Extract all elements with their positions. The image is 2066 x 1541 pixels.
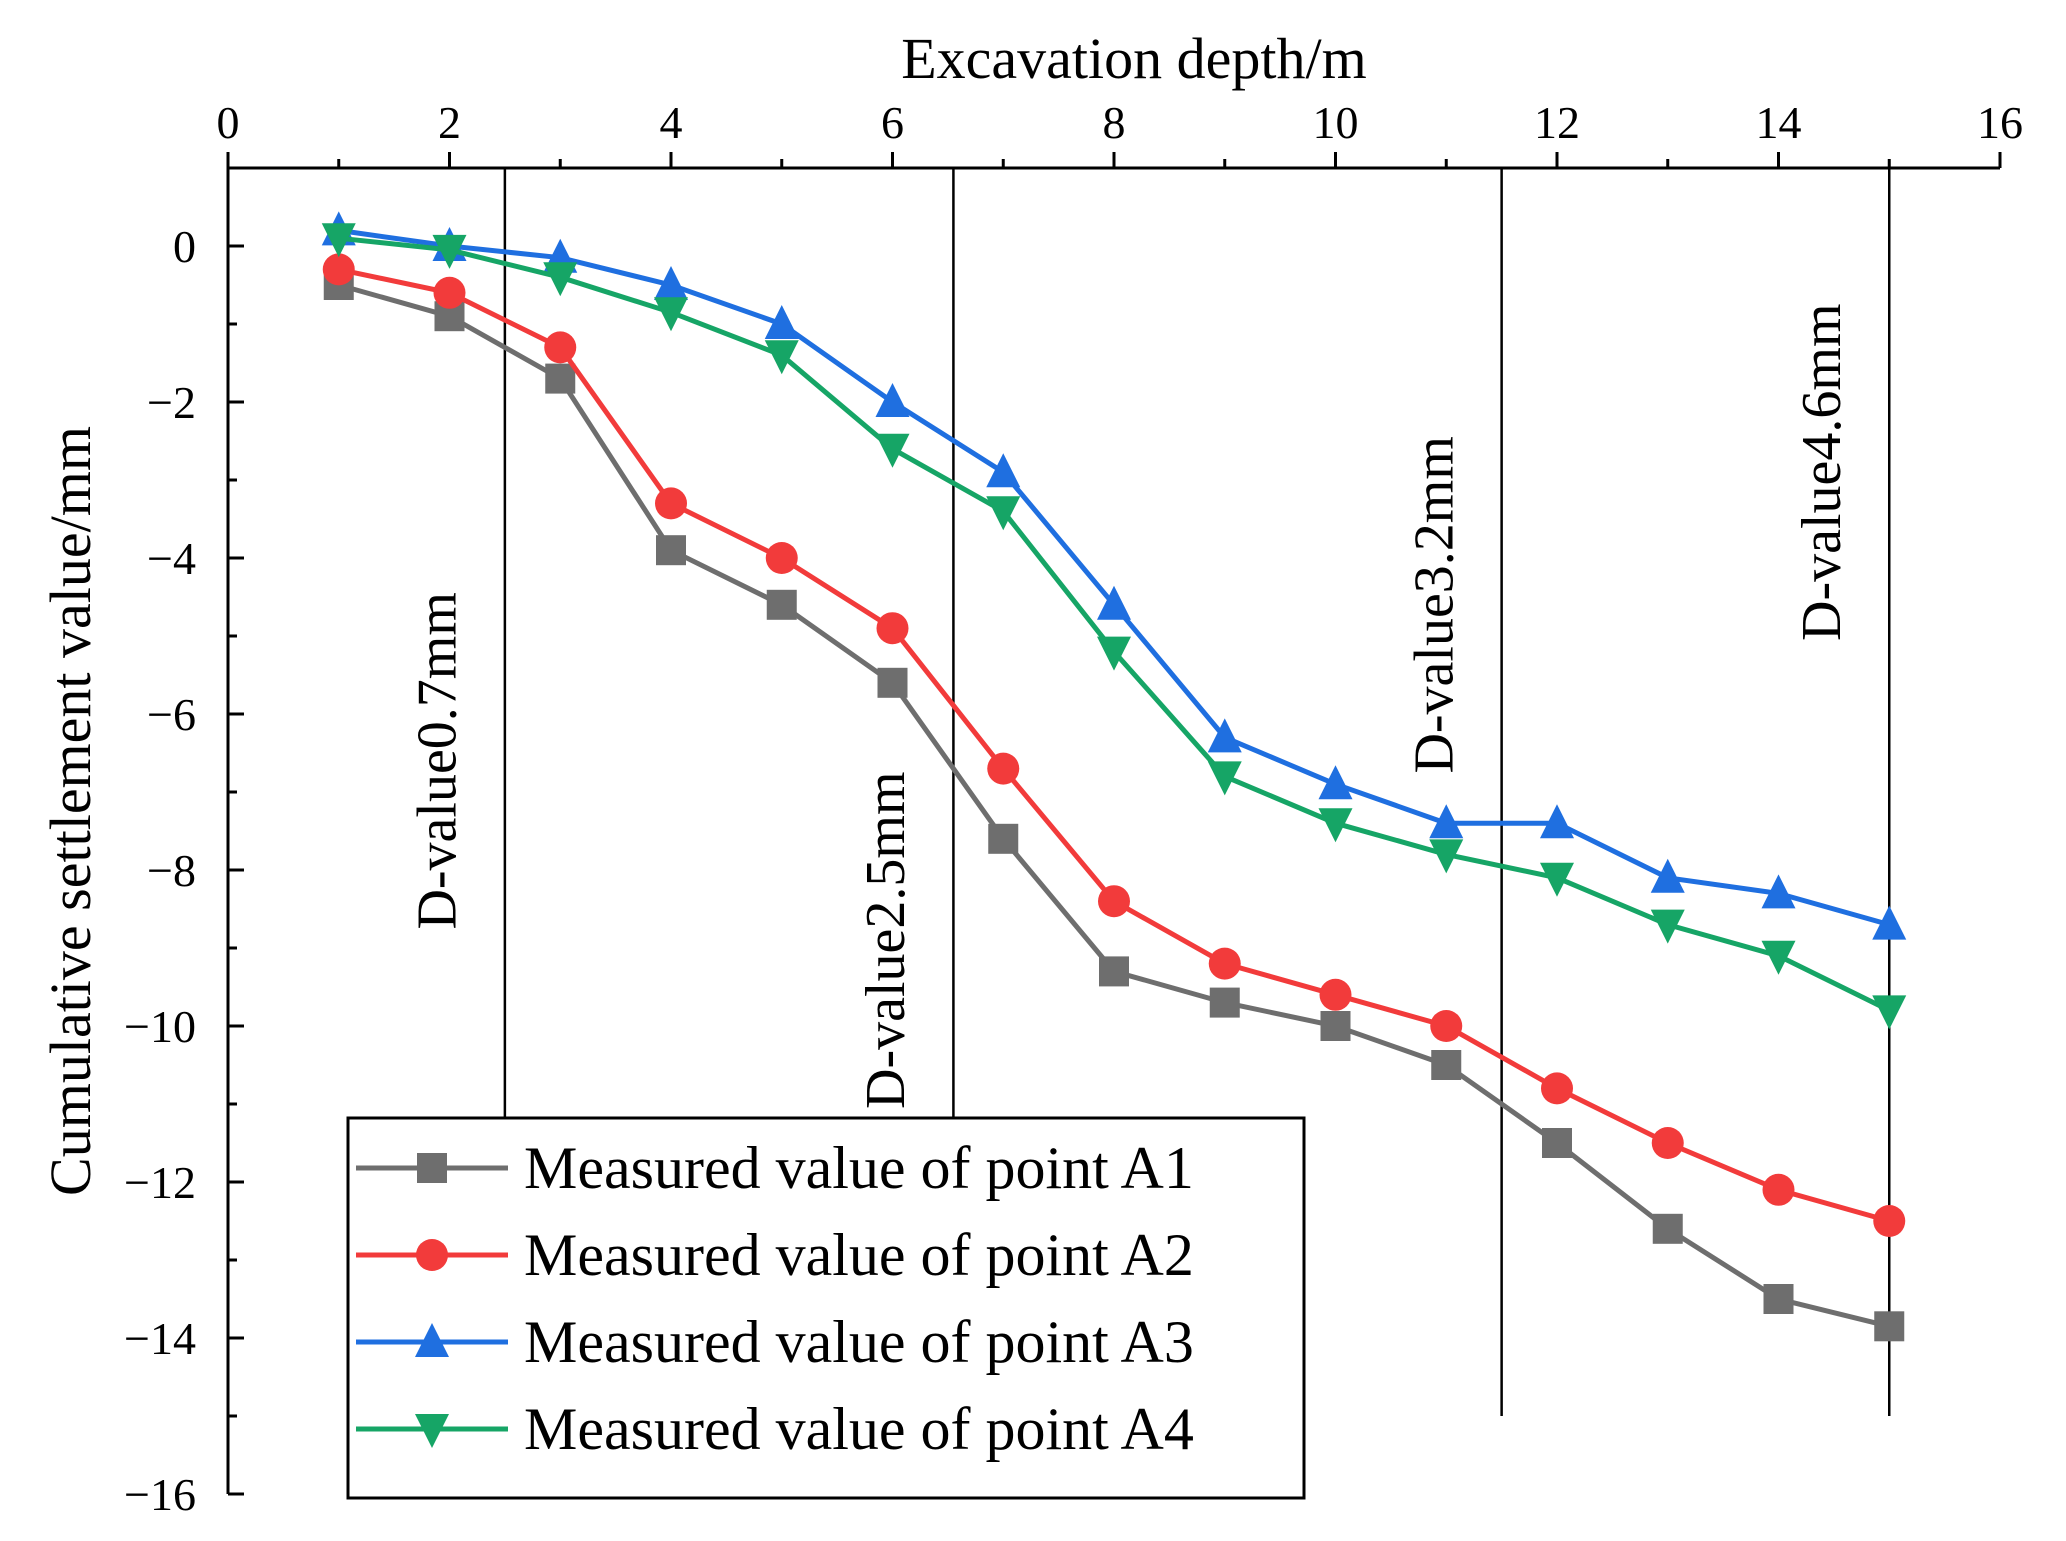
data-point-a1: [1209, 987, 1240, 1018]
data-point-a2: [1098, 885, 1130, 918]
data-point-a4: [875, 433, 910, 468]
data-point-a2: [876, 612, 909, 645]
annotation-label: D-value3.2mm: [1403, 436, 1465, 773]
data-point-a4: [1650, 909, 1685, 944]
series-layer: [321, 211, 1907, 1342]
data-point-a3: [1207, 718, 1242, 753]
data-point-a3: [1318, 765, 1353, 800]
annotation-label: D-value4.6mm: [1791, 303, 1853, 640]
data-point-a1: [1320, 1011, 1351, 1041]
data-point-a4: [1872, 995, 1907, 1030]
data-point-a4: [543, 262, 578, 297]
data-point-a2: [1873, 1205, 1906, 1237]
y-tick-label: −10: [124, 1001, 196, 1052]
data-point-a2: [544, 331, 577, 364]
annotations-layer: D-value0.7mm D-value2.5mm D-value3.2mm D-va…: [407, 168, 1891, 1416]
legend-marker-a1: [417, 1153, 447, 1183]
y-tick-label: 0: [173, 221, 196, 272]
data-point-a2: [1319, 978, 1352, 1011]
x-tick-label: 12: [1534, 97, 1580, 148]
data-point-a2: [1430, 1010, 1463, 1042]
legend-marker-a4: [415, 1414, 449, 1448]
series-line-a2: [338, 266, 1890, 1224]
data-point-a4: [1540, 862, 1574, 897]
y-tick-label: −4: [147, 533, 196, 584]
y-tick-label: −12: [124, 1157, 196, 1208]
data-point-a1: [766, 589, 797, 620]
data-point-a3: [764, 305, 799, 339]
x-tick-label: 2: [438, 97, 461, 148]
data-point-a4: [1207, 761, 1242, 796]
data-point-a1: [545, 363, 576, 394]
data-point-a1: [988, 823, 1019, 854]
data-point-a1: [1874, 1311, 1905, 1342]
data-point-a4: [1097, 636, 1131, 671]
data-point-a4: [1429, 839, 1464, 874]
annotation-label: D-value2.5mm: [855, 771, 917, 1108]
data-point-a2: [655, 487, 687, 520]
legend-label-a4: Measured value of point A4: [524, 1396, 1194, 1462]
data-point-a1: [656, 535, 686, 566]
y-axis-title: Cumulative settlement value/mm: [38, 426, 103, 1196]
data-point-a3: [654, 266, 688, 300]
x-axis-title: Excavation depth/m: [901, 26, 1366, 91]
data-point-a4: [1318, 808, 1353, 843]
x-tick-label: 14: [1756, 97, 1802, 148]
y-tick-label: −8: [147, 845, 196, 896]
y-tick-label: −6: [147, 689, 196, 740]
y-tick-label: −2: [147, 377, 196, 428]
legend-box: [346, 1116, 1306, 1500]
data-point-a1: [1763, 1284, 1794, 1314]
data-point-a4: [432, 234, 467, 269]
data-point-a3: [1540, 804, 1574, 839]
legend-marker-a3: [415, 1323, 449, 1357]
series-line-a3: [338, 227, 1890, 928]
axes-layer: Excavation depth/m Cumulative settlement…: [38, 26, 2023, 1520]
data-point-a2: [1651, 1127, 1684, 1159]
data-point-a1: [1099, 956, 1129, 987]
data-point-a4: [654, 297, 688, 332]
data-point-a3: [1872, 905, 1907, 940]
legend-label-a1: Measured value of point A1: [524, 1135, 1194, 1201]
data-point-a3: [1097, 585, 1131, 620]
data-point-a2: [1541, 1072, 1573, 1105]
data-point-a1: [1652, 1213, 1683, 1244]
data-point-a3: [986, 453, 1021, 488]
data-point-a3: [875, 383, 910, 417]
data-point-a2: [322, 253, 355, 286]
data-point-a2: [1762, 1173, 1795, 1206]
y-tick-label: −16: [124, 1469, 196, 1520]
data-point-a1: [877, 667, 908, 698]
legend: Measured value of point A1 Measured value…: [346, 1116, 1306, 1500]
x-tick-label: 10: [1313, 97, 1359, 148]
annotation-label: D-value0.7mm: [407, 592, 469, 929]
data-point-a1: [1542, 1128, 1572, 1158]
data-point-a2: [1208, 947, 1241, 980]
data-point-a3: [1429, 804, 1464, 839]
data-point-a4: [986, 496, 1021, 531]
data-point-a4: [321, 223, 356, 258]
data-point-a4: [1761, 940, 1796, 975]
x-tick-label: 6: [881, 97, 904, 148]
data-point-a2: [433, 276, 466, 309]
data-point-a3: [1650, 858, 1685, 893]
data-point-a2: [765, 542, 798, 574]
x-tick-label: 8: [1103, 97, 1126, 148]
x-tick-label: 16: [1977, 97, 2023, 148]
data-point-a2: [987, 752, 1020, 785]
legend-label-a3: Measured value of point A3: [524, 1309, 1194, 1375]
data-point-a1: [1431, 1050, 1462, 1080]
data-point-a4: [764, 340, 799, 375]
y-tick-label: −14: [124, 1313, 196, 1364]
x-tick-label: 4: [660, 97, 683, 148]
legend-marker-a2: [416, 1239, 448, 1271]
data-point-a3: [1761, 874, 1796, 909]
legend-label-a2: Measured value of point A2: [524, 1222, 1194, 1288]
x-tick-label: 0: [217, 97, 240, 148]
